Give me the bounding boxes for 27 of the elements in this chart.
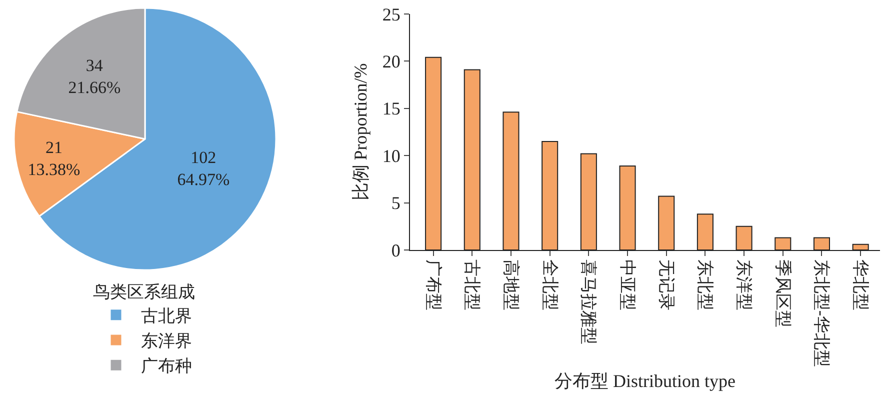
y-tick-label: 15 — [382, 98, 400, 119]
legend-label: 广布种 — [141, 356, 192, 376]
legend-label: 东洋界 — [141, 332, 192, 351]
x-tick-label: 无记录 — [656, 259, 676, 310]
data-label: 21 13.38% — [28, 138, 80, 179]
x-tick-label: 高地型 — [501, 259, 520, 310]
y-tick-label: 0 — [391, 240, 400, 260]
y-tick-label: 5 — [391, 193, 400, 214]
x-tick-label: 全北型 — [540, 259, 560, 310]
data-label: 102 64.97% — [177, 148, 230, 190]
x-tick-label: 古北型 — [462, 259, 482, 310]
x-tick-label: 东北型-华北型 — [812, 259, 832, 368]
x-tick-label: 广布型 — [424, 259, 443, 310]
x-tick-label: 华北型 — [851, 259, 870, 310]
x-tick-label: 喜马拉雅型 — [579, 259, 598, 344]
y-tick-label: 20 — [382, 52, 400, 72]
x-tick-label: 季风区型 — [773, 259, 792, 328]
legend-label: 古北界 — [141, 306, 192, 326]
x-axis-title: 分布型 Distribution type — [554, 371, 736, 392]
x-tick-label: 东洋型 — [734, 259, 754, 310]
x-tick-label: 东北型 — [696, 259, 715, 310]
data-label: 34 21.66% — [68, 56, 121, 98]
x-tick-label: 中亚型 — [618, 259, 637, 310]
y-tick-label: 10 — [382, 146, 400, 166]
legend-title: 鸟类区系组成 — [93, 282, 195, 302]
y-tick-label: 25 — [382, 4, 400, 24]
y-axis-title: 比例 Proportion/% — [350, 63, 371, 201]
